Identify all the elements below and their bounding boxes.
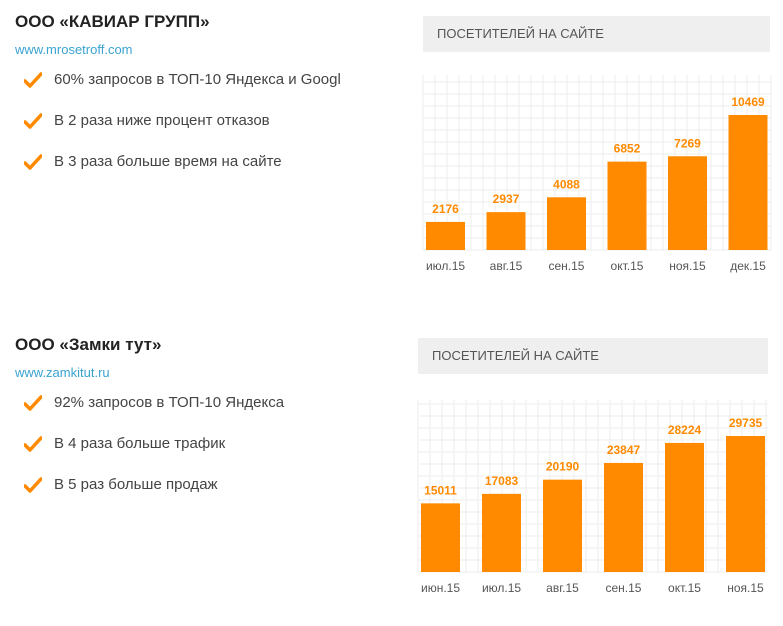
data-label: 20190 (546, 460, 580, 474)
bar-авг.15 (543, 479, 582, 572)
x-tick-label: июл.15 (482, 581, 521, 595)
bar-июн.15 (421, 503, 460, 572)
chart-grid (422, 75, 772, 251)
bar-сен.15 (604, 462, 643, 572)
check-icon (24, 113, 42, 129)
company-title: ООО «Замки тут» (15, 335, 162, 354)
x-tick-label: ноя.15 (669, 259, 706, 273)
bar-окт.15 (607, 161, 647, 250)
benefits-list: 92% запросов в ТОП-10 Яндекса В 4 раза б… (24, 393, 284, 516)
benefit-text: 60% запросов в ТОП-10 Яндекса и Googl (54, 71, 341, 88)
x-tick-label: дек.15 (730, 259, 766, 273)
data-label: 17083 (485, 474, 519, 488)
benefit-item: 60% запросов в ТОП-10 Яндекса и Googl (24, 70, 341, 111)
bar-дек.15 (728, 115, 768, 250)
company-url-link[interactable]: www.mrosetroff.com (15, 42, 133, 57)
chart-header: ПОСЕТИТЕЛЕЙ НА САЙТЕ (423, 16, 770, 52)
check-icon (24, 395, 42, 411)
x-tick-label: июн.15 (421, 581, 460, 595)
x-tick-label: авг.15 (546, 581, 579, 595)
benefit-text: 92% запросов в ТОП-10 Яндекса (54, 394, 285, 411)
benefit-item: В 4 раза больше трафик (24, 434, 284, 475)
company-title: ООО «КАВИАР ГРУПП» (15, 12, 210, 31)
bar-сен.15 (547, 197, 586, 250)
benefit-item: В 5 раз больше продаж (24, 475, 284, 516)
x-tick-label: сен.15 (549, 259, 585, 273)
data-label: 28224 (668, 423, 702, 437)
data-label: 29735 (729, 416, 763, 430)
chart-grid (417, 400, 768, 573)
x-tick-label: авг.15 (490, 259, 523, 273)
benefit-item: 92% запросов в ТОП-10 Яндекса (24, 393, 284, 434)
data-label: 7269 (674, 136, 701, 150)
x-tick-label: окт.15 (668, 581, 701, 595)
visitors-chart: 15011 июн.15 17083 июл.15 20190 авг.15 23847 се… (417, 400, 768, 595)
benefit-text: В 3 раза больше время на сайте (54, 153, 282, 170)
x-tick-label: сен.15 (606, 581, 642, 595)
x-tick-label: ноя.15 (727, 581, 764, 595)
data-label: 2937 (493, 192, 520, 206)
benefits-list: 60% запросов в ТОП-10 Яндекса и Googl В … (24, 70, 341, 193)
company-url-link[interactable]: www.zamkitut.ru (15, 365, 110, 380)
bar-июл.15 (426, 221, 465, 250)
benefit-text: В 5 раз больше продаж (54, 476, 218, 493)
data-label: 2176 (432, 202, 459, 216)
x-tick-label: окт.15 (611, 259, 644, 273)
data-label: 23847 (607, 443, 641, 457)
data-label: 6852 (614, 142, 641, 156)
benefit-item: В 3 раза больше время на сайте (24, 152, 341, 193)
check-icon (24, 154, 42, 170)
benefit-text: В 4 раза больше трафик (54, 435, 226, 452)
bar-окт.15 (665, 442, 704, 572)
check-icon (24, 72, 42, 88)
visitors-chart: 2176 июл.15 2937 авг.15 4088 сен.15 6852 окт.15… (422, 75, 772, 273)
benefit-item: В 2 раза ниже процент отказов (24, 111, 341, 152)
check-icon (24, 477, 42, 493)
chart-header: ПОСЕТИТЕЛЕЙ НА САЙТЕ (418, 338, 768, 374)
bar-авг.15 (486, 212, 526, 250)
bar-ноя.15 (668, 156, 707, 250)
data-label: 10469 (731, 95, 765, 109)
x-tick-label: июл.15 (426, 259, 465, 273)
data-label: 15011 (424, 483, 457, 497)
data-label: 4088 (553, 177, 580, 191)
bar-июл.15 (482, 493, 521, 572)
benefit-text: В 2 раза ниже процент отказов (54, 112, 270, 129)
bar-ноя.15 (726, 436, 765, 572)
check-icon (24, 436, 42, 452)
